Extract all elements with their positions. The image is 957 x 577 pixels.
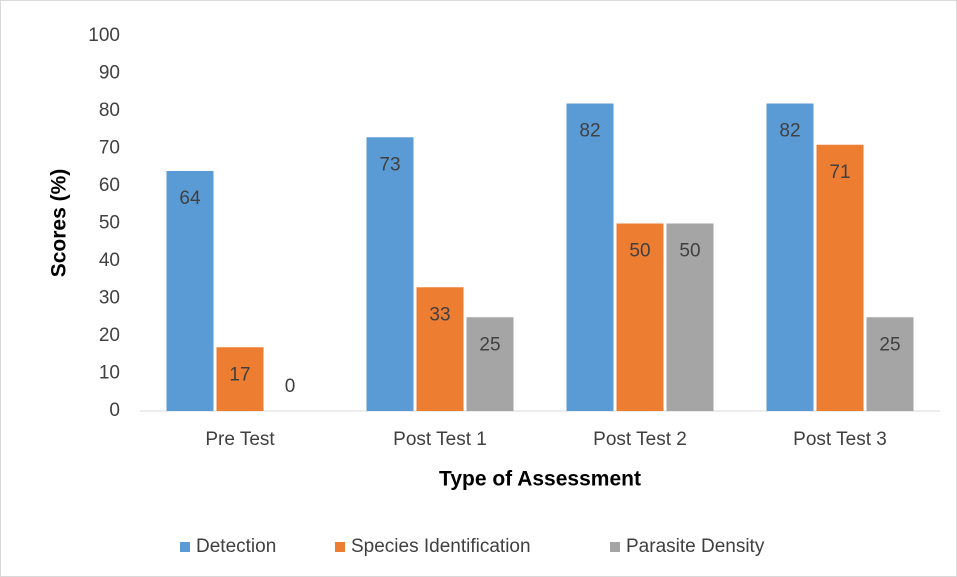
data-label: 82 — [579, 121, 600, 142]
y-tick-label: 60 — [99, 175, 120, 196]
bar — [866, 317, 914, 411]
data-label: 17 — [229, 364, 250, 385]
x-tick-label: Post Test 2 — [593, 429, 687, 450]
legend-label: Parasite Density — [626, 536, 765, 557]
y-tick-label: 90 — [99, 63, 120, 84]
bar — [216, 347, 264, 411]
bar — [766, 103, 814, 411]
data-label: 71 — [829, 162, 850, 183]
y-tick-label: 80 — [99, 100, 120, 121]
legend-swatch — [335, 542, 345, 552]
y-tick-label: 30 — [99, 288, 120, 309]
x-tick-label: Pre Test — [205, 429, 275, 450]
data-label: 82 — [779, 121, 800, 142]
y-tick-label: 10 — [99, 363, 120, 384]
y-tick-label: 20 — [99, 325, 120, 346]
data-label: 50 — [679, 241, 700, 262]
data-label: 73 — [379, 154, 400, 175]
bar — [666, 223, 714, 411]
x-axis-title: Type of Assessment — [439, 468, 641, 491]
bar — [566, 103, 614, 411]
y-tick-label: 50 — [99, 213, 120, 234]
legend-swatch — [180, 542, 190, 552]
y-tick-label: 70 — [99, 138, 120, 159]
data-label: 50 — [629, 241, 650, 262]
x-tick-label: Post Test 1 — [393, 429, 487, 450]
data-label: 25 — [879, 334, 900, 355]
legend-swatch — [610, 542, 620, 552]
y-axis-title: Scores (%) — [48, 169, 71, 278]
bar — [616, 223, 664, 411]
data-label: 64 — [179, 188, 201, 209]
y-tick-label: 100 — [88, 25, 120, 46]
x-tick-label: Post Test 3 — [793, 429, 887, 450]
bar — [816, 144, 864, 411]
bar — [466, 317, 514, 411]
data-label: 0 — [285, 376, 296, 397]
legend-label: Detection — [196, 536, 276, 557]
legend-label: Species Identification — [351, 536, 531, 557]
y-tick-label: 40 — [99, 250, 120, 271]
data-label: 33 — [429, 304, 450, 325]
y-tick-label: 0 — [109, 400, 120, 421]
bar — [366, 137, 414, 411]
data-label: 25 — [479, 334, 500, 355]
bar — [166, 171, 214, 411]
bar — [416, 287, 464, 411]
